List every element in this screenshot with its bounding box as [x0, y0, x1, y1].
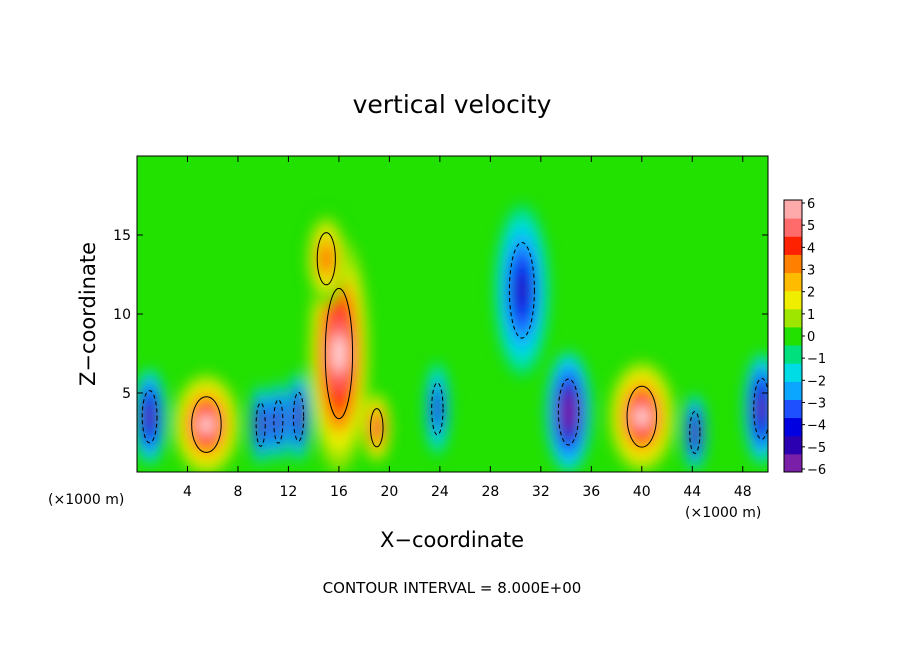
downdraft-cell — [564, 401, 573, 422]
contour-line — [753, 377, 768, 440]
downdraft-cell — [758, 399, 765, 419]
colorbar: 6 5 4 3 2 1 0 −1 −2 −3 −4 −5 −6 — [783, 197, 826, 478]
colorbar-swatch — [784, 290, 802, 310]
contour-line — [370, 408, 384, 448]
x-tick-label: 28 — [481, 484, 499, 500]
downdraft-cell — [258, 418, 263, 432]
downdraft-cell — [276, 414, 281, 429]
downdraft-cell — [146, 408, 153, 425]
x-tick-label: 8 — [233, 484, 242, 500]
contour-line — [689, 411, 701, 454]
colorbar-swatch — [784, 272, 802, 292]
colorbar-tick-label: −5 — [807, 441, 826, 456]
downdraft-cell — [435, 400, 440, 417]
updraft-cell — [200, 416, 212, 434]
y-tick-label: 5 — [122, 386, 131, 402]
contour-line — [273, 399, 284, 444]
colorbar-tick-label: −1 — [807, 352, 826, 367]
contour-line — [141, 390, 158, 444]
colorbar-swatch — [784, 308, 802, 328]
contour-line — [324, 287, 354, 420]
updraft-cell — [636, 407, 648, 426]
colorbar-swatch — [784, 236, 802, 255]
velocity-field — [137, 203, 768, 472]
y-tick-label: 10 — [113, 307, 131, 323]
x-tick-label: 44 — [683, 484, 701, 500]
colorbar-swatch — [784, 200, 802, 219]
colorbar-tick-label: 2 — [807, 286, 815, 301]
x-tick-label: 40 — [633, 484, 651, 500]
colorbar-swatch — [784, 435, 802, 455]
colorbar-tick-label: 4 — [807, 241, 815, 256]
x-tick-label: 16 — [330, 484, 348, 500]
colorbar-swatch — [784, 453, 802, 473]
colorbar-tick-label: 0 — [807, 330, 815, 345]
downdraft-cell — [296, 409, 301, 425]
y-axis-label: Z−coordinate — [76, 242, 100, 386]
updraft-cell — [374, 421, 380, 434]
colorbar-tick-label: 6 — [807, 197, 815, 212]
x-tick-label: 12 — [280, 484, 298, 500]
x-unit-right: (×1000 m) — [685, 505, 761, 521]
contour-interval-note: CONTOUR INTERVAL = 8.000E+00 — [323, 579, 582, 597]
contour-line — [557, 378, 580, 446]
x-tick-label: 48 — [734, 484, 752, 500]
downdraft-cell — [517, 275, 527, 305]
contour-line — [431, 382, 444, 436]
colorbar-swatch — [784, 417, 802, 437]
colorbar-tick-label: 3 — [807, 264, 815, 279]
colorbar-swatch — [784, 254, 802, 274]
updraft-cell — [333, 333, 344, 374]
contour-line — [255, 402, 266, 447]
y-tick-label: 15 — [113, 228, 131, 244]
contour-line — [316, 232, 336, 286]
updraft-cell — [322, 250, 330, 267]
x-unit-left: (×1000 m) — [48, 492, 124, 508]
x-axis-label: X−coordinate — [380, 528, 524, 552]
contour-line — [191, 396, 222, 453]
colorbar-swatch — [784, 218, 802, 237]
chart-title: vertical velocity — [353, 90, 552, 119]
x-tick-label: 36 — [582, 484, 600, 500]
colorbar-tick-label: −2 — [807, 374, 826, 389]
colorbar-tick-label: −4 — [807, 419, 826, 434]
contour-line — [626, 385, 658, 448]
contour-line — [292, 391, 305, 442]
colorbar-tick-label: 5 — [807, 219, 815, 234]
colorbar-swatch — [784, 345, 802, 364]
plot-area — [136, 155, 769, 473]
colorbar-swatch — [784, 326, 802, 346]
colorbar-tick-label: −6 — [807, 463, 826, 478]
downdraft-cell — [692, 426, 697, 439]
colorbar-tick-label: 1 — [807, 308, 815, 323]
x-tick-label: 24 — [431, 484, 449, 500]
colorbar-tick-label: −3 — [807, 397, 826, 412]
y-axis: 5 10 15 — [113, 228, 768, 402]
colorbar-swatch — [784, 381, 802, 400]
contour-line — [508, 242, 535, 339]
x-tick-label: 4 — [183, 484, 192, 500]
x-axis: 4 8 12 16 20 24 28 32 36 40 44 48 — [183, 156, 752, 500]
field-blobs — [137, 203, 768, 472]
x-tick-label: 20 — [380, 484, 398, 500]
colorbar-swatch — [784, 399, 802, 419]
x-tick-label: 32 — [532, 484, 550, 500]
colorbar-swatch — [784, 363, 802, 382]
